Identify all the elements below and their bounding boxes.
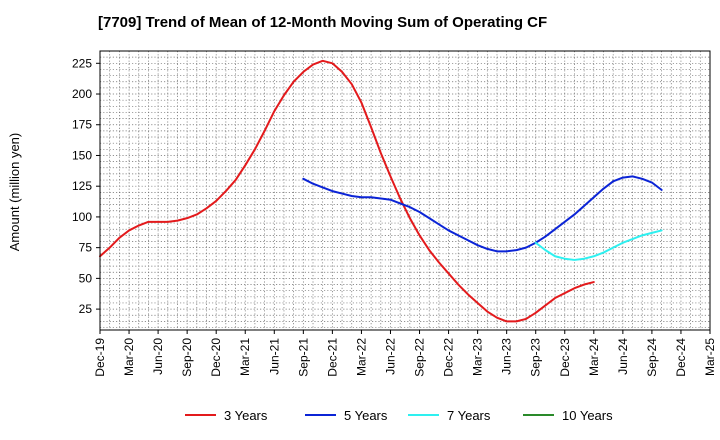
x-tick-label: Dec-19 <box>93 338 107 377</box>
x-tick-label: Jun-22 <box>383 338 397 375</box>
series-line-3-years <box>99 59 595 323</box>
x-tick-label: Dec-20 <box>209 338 223 377</box>
x-tick-label: Mar-23 <box>471 338 485 376</box>
x-tick-label: Jun-23 <box>500 338 514 375</box>
x-tick-label: Sep-24 <box>645 338 659 377</box>
x-tick-label: Jun-21 <box>267 338 281 375</box>
x-tick-label: Dec-22 <box>442 338 456 377</box>
x-tick-label: Sep-20 <box>180 338 194 377</box>
y-tick-label: 50 <box>79 271 93 285</box>
series-lines <box>99 59 663 323</box>
x-tick-label: Sep-22 <box>413 338 427 377</box>
legend-label: 7 Years <box>447 408 491 423</box>
y-tick-label: 200 <box>72 87 92 101</box>
y-tick-label: 225 <box>72 56 92 70</box>
x-tick-label: Mar-21 <box>238 338 252 376</box>
x-tick-label: Mar-25 <box>703 338 717 376</box>
legend: 3 Years 5 Years 7 Years 10 Years <box>185 408 613 423</box>
x-tick-label: Mar-24 <box>587 338 601 376</box>
y-tick-label: 125 <box>72 179 92 193</box>
x-tick-label: Sep-21 <box>296 338 310 377</box>
legend-label: 3 Years <box>224 408 268 423</box>
y-tick-label: 150 <box>72 148 92 162</box>
x-tick-label: Jun-20 <box>151 338 165 375</box>
chart-title: [7709] Trend of Mean of 12-Month Moving … <box>98 14 547 31</box>
y-axis-label: Amount (million yen) <box>7 133 22 252</box>
x-tick-label: Mar-20 <box>122 338 136 376</box>
legend-label: 5 Years <box>344 408 388 423</box>
x-tick-label: Mar-22 <box>354 338 368 376</box>
y-tick-label: 100 <box>72 210 92 224</box>
x-tick-label: Dec-23 <box>558 338 572 377</box>
x-tick-label: Dec-21 <box>325 338 339 377</box>
series-line-7-years <box>534 229 663 261</box>
grid <box>100 51 710 330</box>
x-tick-label: Sep-23 <box>529 338 543 377</box>
y-tick-label: 175 <box>72 118 92 132</box>
axis-ticks: 25 50 75 100 125 150 175 200 225 Dec-19 Mar-20 Jun-… <box>72 56 717 376</box>
plot-area <box>99 50 711 331</box>
x-tick-label: Jun-24 <box>616 338 630 375</box>
x-tick-label: Dec-24 <box>674 338 688 377</box>
y-tick-label: 25 <box>79 302 93 316</box>
legend-label: 10 Years <box>562 408 613 423</box>
series-line-5-years <box>302 175 663 253</box>
y-tick-label: 75 <box>79 241 93 255</box>
